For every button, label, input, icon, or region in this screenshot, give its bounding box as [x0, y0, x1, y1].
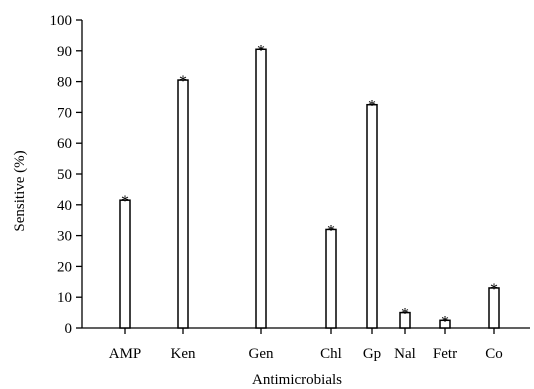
y-tick-label: 50	[57, 167, 72, 183]
significance-star: *	[121, 193, 129, 210]
y-tick-label: 70	[57, 105, 72, 121]
significance-star: *	[179, 73, 187, 90]
y-axis-title: Sensitive (%)	[12, 150, 28, 231]
significance-star: *	[441, 313, 449, 330]
significance-star: *	[401, 306, 409, 323]
significance-star: *	[490, 281, 498, 298]
significance-star: *	[257, 42, 265, 59]
y-tick-label: 100	[50, 13, 73, 29]
y-axis: 0 10 20 30 40 50 60 70 80 90 100	[50, 13, 83, 337]
significance-star: *	[327, 222, 335, 239]
x-tick-label: Fetr	[433, 346, 457, 362]
bar-amp	[119, 199, 131, 329]
y-tick-label: 20	[57, 259, 72, 275]
x-tick-label: AMP	[109, 346, 142, 362]
bar-nal	[399, 311, 411, 329]
bar-fetr	[439, 319, 451, 329]
significance-star: *	[368, 98, 376, 115]
bar-gen	[255, 48, 267, 329]
bars	[119, 48, 500, 329]
x-tick-label: Nal	[394, 346, 416, 362]
y-tick-label: 80	[57, 75, 72, 91]
bar-co	[488, 287, 500, 329]
x-axis: AMP Ken Gen Chl Gp Nal Fetr Co	[82, 327, 530, 362]
x-tick-label: Ken	[171, 346, 196, 362]
bar-chl	[325, 228, 337, 329]
y-tick-label: 40	[57, 198, 72, 214]
x-tick-label: Co	[485, 346, 503, 362]
y-tick-label: 10	[57, 290, 72, 306]
x-axis-title: Antimicrobials	[252, 372, 342, 388]
y-tick-label: 90	[57, 44, 72, 60]
y-tick-label: 0	[65, 321, 73, 337]
x-tick-label: Chl	[320, 346, 342, 362]
bar-gp	[366, 103, 378, 329]
y-tick-label: 60	[57, 136, 72, 152]
significance-markers: * * * * * * * *	[121, 42, 498, 330]
bar-ken	[177, 79, 189, 329]
y-tick-label: 30	[57, 229, 72, 245]
x-tick-label: Gp	[363, 346, 381, 362]
x-tick-label: Gen	[249, 346, 274, 362]
